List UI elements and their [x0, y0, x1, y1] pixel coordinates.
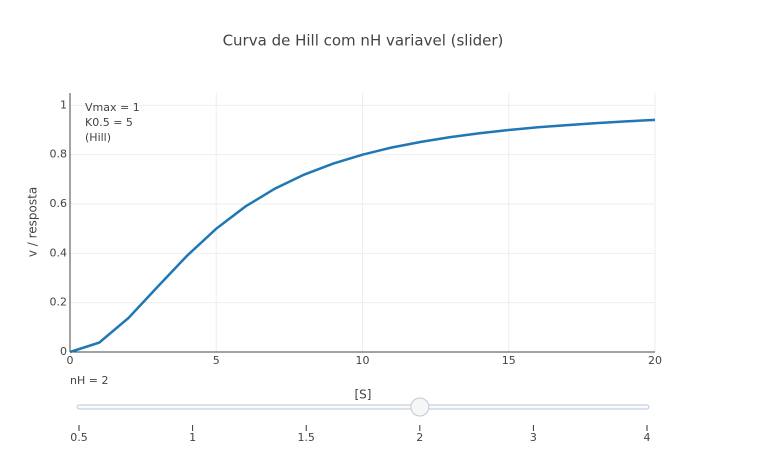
- x-tick-label: 5: [213, 354, 220, 367]
- slider-current-label: nH = 2: [70, 374, 108, 387]
- annotation: K0.5 = 5: [85, 116, 133, 129]
- annotation: Vmax = 1: [85, 101, 140, 114]
- slider-step-label[interactable]: 2: [416, 431, 423, 444]
- x-tick-label: 15: [502, 354, 516, 367]
- slider-step-label[interactable]: 3: [530, 431, 537, 444]
- y-tick-label: 0: [60, 345, 67, 358]
- y-tick-label: 0.2: [50, 296, 68, 309]
- x-tick-label: 10: [356, 354, 370, 367]
- y-tick-label: 1: [60, 98, 67, 111]
- slider-step-label[interactable]: 1: [189, 431, 196, 444]
- data-line: [69, 118, 656, 354]
- y-axis-title: v / resposta: [26, 187, 40, 257]
- slider-handle[interactable]: [410, 397, 430, 417]
- y-tick-label: 0.8: [50, 148, 68, 161]
- y-tick-label: 0.4: [50, 246, 68, 259]
- slider-step-label[interactable]: 1.5: [297, 431, 315, 444]
- chart-title: Curva de Hill com nH variavel (slider): [223, 32, 504, 50]
- slider-step-label[interactable]: 0.5: [70, 431, 88, 444]
- x-axis-title: [S]: [355, 388, 372, 402]
- y-tick-label: 0.6: [50, 197, 68, 210]
- x-tick-label: 20: [648, 354, 662, 367]
- slider-step-label[interactable]: 4: [644, 431, 651, 444]
- slider-rail[interactable]: [76, 404, 650, 410]
- x-tick-label: 0: [67, 354, 74, 367]
- annotation: (Hill): [85, 131, 111, 144]
